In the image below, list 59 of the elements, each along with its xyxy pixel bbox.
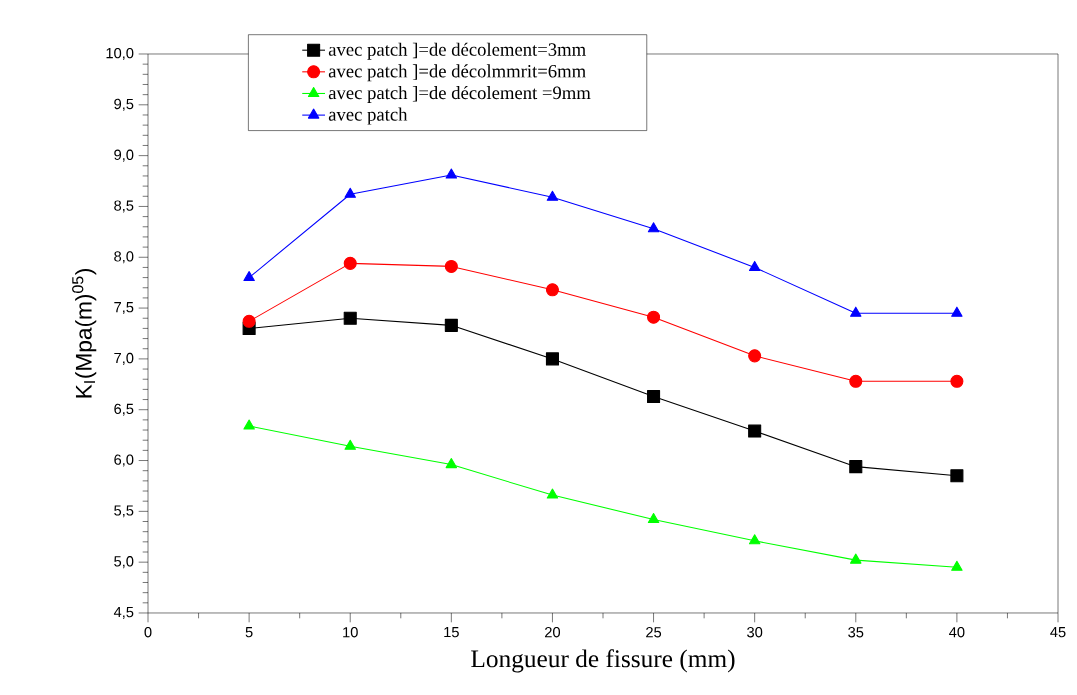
- legend-label: avec patch ]=de décolement =9mm: [328, 85, 591, 103]
- point: [748, 349, 762, 363]
- point: [951, 560, 963, 571]
- point: [950, 374, 964, 388]
- x-tick-label: 25: [646, 627, 662, 638]
- point: [850, 553, 862, 564]
- point: [344, 439, 356, 450]
- point: [647, 310, 661, 324]
- point: [445, 168, 458, 179]
- y-tick-label: 7,5: [114, 302, 134, 315]
- point: [647, 389, 661, 404]
- point: [647, 222, 660, 233]
- point: [849, 460, 863, 474]
- point: [545, 283, 559, 297]
- point: [243, 271, 255, 282]
- point: [950, 469, 964, 483]
- x-tick-label: 15: [444, 627, 459, 638]
- x-tick-label: 40: [949, 627, 965, 638]
- x-tick-label: 0: [144, 627, 152, 638]
- x-tick-label: 5: [245, 627, 253, 638]
- point: [546, 488, 559, 499]
- point: [444, 259, 458, 273]
- y-tick-label: 7,0: [114, 352, 134, 365]
- point: [849, 374, 863, 388]
- point: [748, 260, 761, 271]
- point: [748, 534, 761, 545]
- point: [647, 512, 660, 524]
- y-tick-label: 9,0: [114, 149, 134, 162]
- legend-label: avec patch ]=de décolement=3mm: [328, 42, 586, 60]
- x-axis-title: Longueur de fissure (mm): [471, 649, 735, 673]
- point: [444, 318, 458, 332]
- point: [242, 314, 256, 328]
- legend-label: avec patch ]=de décolmmrit=6mm: [328, 64, 586, 82]
- point: [344, 187, 356, 198]
- y-tick-label: 6,0: [114, 454, 134, 467]
- y-axis-title: K$_{I}$(Mpa(m)$^{05}$): [72, 269, 97, 398]
- y-tick-label: 9,5: [114, 98, 134, 111]
- x-tick-label: 35: [848, 627, 864, 638]
- point: [951, 306, 963, 317]
- legend-label: avec patch: [328, 107, 408, 125]
- point: [343, 256, 357, 270]
- point: [850, 306, 862, 317]
- point: [343, 311, 357, 325]
- y-tick-label: 6,5: [114, 403, 134, 416]
- point: [445, 458, 458, 469]
- x-tick-label: 10: [343, 627, 358, 638]
- y-tick-label: 10,0: [106, 47, 134, 61]
- x-tick-label: 30: [747, 627, 763, 638]
- point: [243, 419, 255, 430]
- y-tick-label: 5,0: [114, 556, 134, 569]
- y-tick-label: 5,5: [114, 505, 134, 518]
- point: [546, 190, 559, 201]
- y-tick-label: 8,5: [114, 200, 134, 213]
- x-tick-label: 45: [1050, 627, 1066, 638]
- y-tick-label: 8,0: [114, 251, 134, 264]
- y-tick-label: 4,5: [113, 607, 134, 619]
- point: [545, 352, 559, 366]
- x-tick-label: 20: [545, 627, 561, 638]
- point: [748, 424, 762, 438]
